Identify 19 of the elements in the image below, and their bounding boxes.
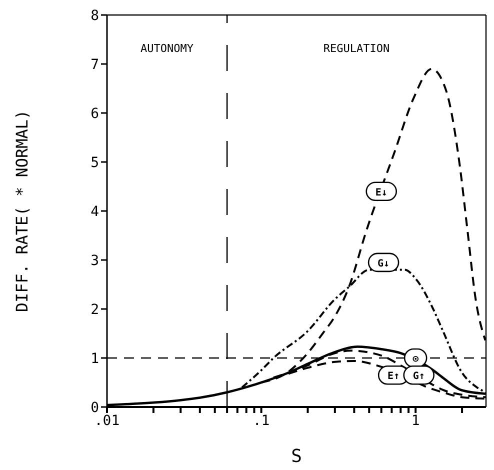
x-axis-title: S	[291, 446, 302, 467]
y-tick-label: 6	[90, 106, 99, 122]
annotation: G↓	[378, 258, 390, 270]
x-tick-label: 1	[411, 412, 420, 429]
y-tick-label: 7	[90, 56, 99, 73]
annotation: E↑	[388, 371, 400, 382]
y-tick-label: 4	[90, 204, 99, 220]
y-tick-label: 8	[90, 8, 99, 24]
annotation: ⊙	[412, 354, 419, 365]
y-tick-label: 1	[90, 350, 99, 367]
annotation: REGULATION	[322, 42, 391, 55]
y-tick-label: 3	[90, 252, 99, 269]
y-axis-title: DIFF. RATE( * NORMAL)	[12, 110, 32, 312]
annotation: G↑	[412, 371, 425, 382]
y-tick-label: 2	[90, 302, 99, 318]
x-tick-label: .1	[252, 412, 270, 429]
annotation: AUTONOMY	[140, 42, 195, 55]
annotation: E↓	[375, 187, 388, 198]
y-tick-label: 5	[90, 154, 99, 171]
